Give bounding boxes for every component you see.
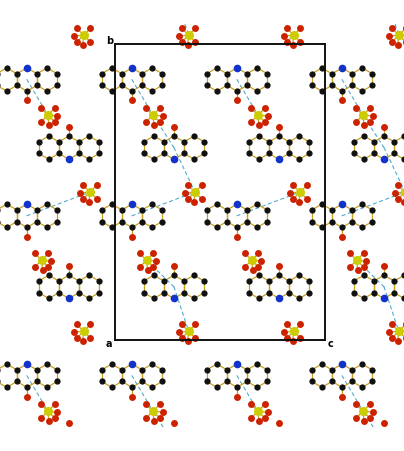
Text: c: c (328, 338, 333, 348)
Text: b: b (106, 36, 114, 46)
Text: a: a (106, 338, 112, 348)
